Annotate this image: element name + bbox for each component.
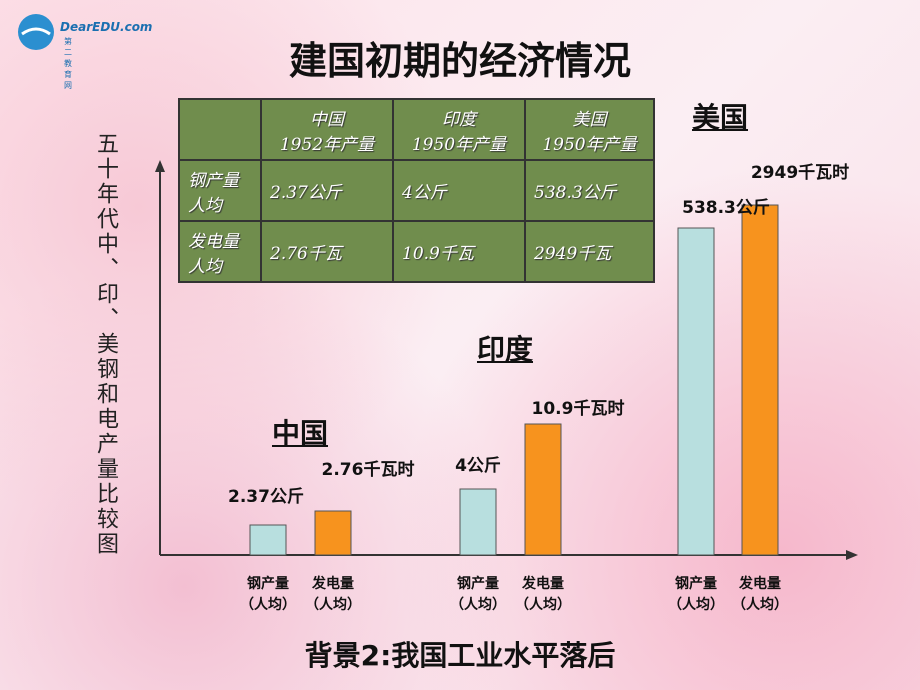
text: （人均） (305, 597, 361, 613)
text: 1950年产量 (542, 134, 637, 155)
axis-arrow (846, 550, 858, 560)
bar-label: 2.76千瓦时 (321, 460, 415, 480)
text: （人均） (732, 597, 788, 613)
bar-label: 2949千瓦时 (750, 163, 850, 183)
bar-label: 2.37公斤 (228, 487, 304, 507)
bar (677, 227, 715, 556)
country-label: 中国 (271, 417, 329, 450)
text: （人均） (515, 597, 571, 613)
logo-sub: 第二教育网 (64, 37, 72, 90)
row-header: 钢产量 人均 (178, 159, 262, 222)
bar (314, 510, 352, 556)
text: 1950年产量 (411, 134, 507, 155)
table-cell: 2.37公斤 (260, 159, 394, 222)
table-cell: 2949千瓦 (524, 220, 655, 283)
text: 人均 (188, 195, 222, 216)
table-header: 中国 1952年产量 (260, 98, 394, 161)
text: 发电量 (188, 231, 239, 252)
bar-label: 538.3公斤 (682, 198, 770, 218)
bar (459, 488, 497, 556)
text: 发电量 (522, 576, 564, 592)
bar (249, 524, 287, 556)
bar (741, 204, 779, 556)
axis-arrow (155, 160, 165, 172)
country-label: 印度 (476, 333, 534, 366)
row-header: 发电量 人均 (178, 220, 262, 283)
text: 钢产量 (247, 576, 289, 592)
country-label: 美国 (691, 101, 749, 134)
side-caption: 五十年代中、印、美钢和电产量比较图 (93, 132, 118, 557)
logo-brand: DearEDU.com (60, 20, 153, 34)
logo-icon (18, 14, 54, 50)
text: 中国 (310, 109, 344, 130)
bar-caption: 钢产量 （人均） (228, 574, 308, 616)
title: 建国初期的经济情况 (288, 39, 631, 83)
text: 钢产量 (675, 576, 717, 592)
bar-caption: 发电量 （人均） (503, 574, 583, 616)
text: （人均） (240, 597, 296, 613)
text: （人均） (668, 597, 724, 613)
table-cell: 4公斤 (392, 159, 526, 222)
text: 印度 (442, 109, 476, 130)
bar-label: 10.9千瓦时 (531, 399, 625, 419)
text: 1952年产量 (279, 134, 375, 155)
text: 人均 (188, 256, 222, 277)
text: （人均） (450, 597, 506, 613)
bar-caption: 发电量 （人均） (720, 574, 800, 616)
data-table: 中国 1952年产量 印度 1950年产量 美国 1950年产量 钢产量人均 2.37… (178, 98, 655, 283)
footer: 背景2:我国工业水平落后 (304, 639, 616, 672)
text: 发电量 (739, 576, 781, 592)
table-header: 美国 1950年产量 (524, 98, 655, 161)
bar-caption: 钢产量 （人均） (438, 574, 518, 616)
text: 钢产量 (188, 170, 239, 191)
text: 发电量 (312, 576, 354, 592)
bar-caption: 发电量 （人均） (293, 574, 373, 616)
table-cell: 10.9千瓦 (392, 220, 526, 283)
table-header: 印度 1950年产量 (392, 98, 526, 161)
table-cell: 538.3公斤 (524, 159, 655, 222)
bar (524, 423, 562, 556)
text: 钢产量 (457, 576, 499, 592)
text: 美国 (572, 109, 607, 130)
bar-caption: 钢产量 （人均） (656, 574, 736, 616)
table-cell: 2.76千瓦 (260, 220, 394, 283)
bar-label: 4公斤 (455, 456, 501, 476)
